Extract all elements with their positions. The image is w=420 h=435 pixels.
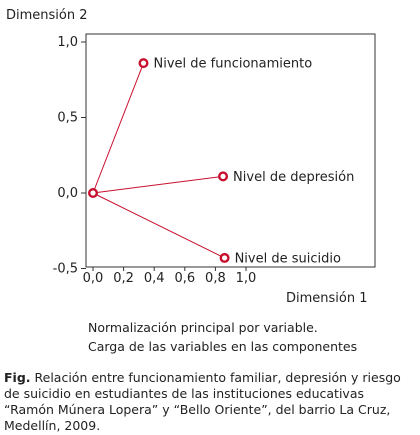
data-point [138, 58, 149, 69]
x-tick-label: 1,0 [236, 271, 257, 286]
point-label: Nivel de funcionamiento [153, 57, 312, 72]
note-line-1: Normalización principal por variable. [88, 320, 318, 335]
figure-caption: Fig. Relación entre funcionamiento famil… [4, 370, 416, 434]
x-axis-title: Dimensión 1 [286, 291, 368, 306]
x-tick-label: 0,4 [144, 271, 165, 286]
biplot-chart: 1,0 0,5 0,0 -0,5 0,0 0,2 0,4 0,6 0,8 1,0 Nivel de … [53, 33, 376, 286]
y-tick-label: 1,0 [57, 35, 78, 50]
origin-point [87, 187, 98, 198]
data-point [218, 171, 229, 182]
note-line-2: Carga de las variables en las componente… [88, 339, 358, 354]
y-tick-label: 0,5 [57, 111, 78, 126]
point-label: Nivel de depresión [233, 170, 354, 185]
point-label: Nivel de suicidio [235, 251, 341, 266]
x-tick-label: 0,2 [113, 271, 134, 286]
y-tick-label: -0,5 [53, 262, 78, 277]
loading-vector [92, 62, 144, 194]
loading-vector [92, 192, 225, 259]
y-axis-title: Dimensión 2 [6, 8, 88, 23]
x-tick-label: 0,0 [83, 271, 104, 286]
chart-note: Normalización principal por variable. Ca… [88, 318, 357, 356]
data-point [219, 252, 230, 263]
x-tick-label: 0,8 [205, 271, 226, 286]
plot-frame [85, 33, 376, 268]
caption-text: Relación entre funcionamiento familiar, … [4, 370, 401, 433]
x-tick-label: 0,6 [174, 271, 195, 286]
y-tick-label: 0,0 [57, 186, 78, 201]
loading-vector [92, 175, 224, 194]
caption-label: Fig. [4, 370, 31, 385]
